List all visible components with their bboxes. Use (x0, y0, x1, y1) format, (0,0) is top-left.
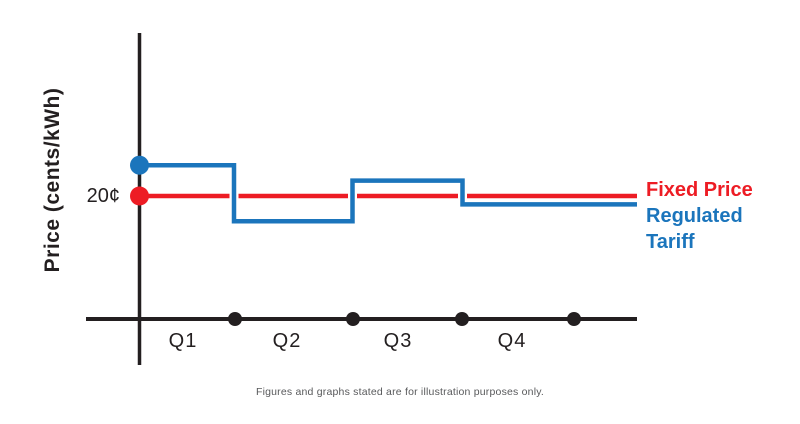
regulated-tariff-line-casing (139, 160, 637, 226)
x-axis-quarter-dot (567, 312, 581, 326)
y-axis-title: Price (cents/kWh) (41, 87, 64, 273)
regulated-tariff-start-dot (130, 155, 149, 175)
x-tick-label-q2: Q2 (272, 330, 302, 352)
x-tick-label-q3: Q3 (383, 330, 413, 352)
y-tick-label-20c: 20¢ (86, 185, 120, 207)
legend-label-regulated-tariff: Regulated Tariff (646, 205, 743, 253)
legend-label-fixed-price: Fixed Price (646, 179, 753, 201)
x-axis-quarter-dot (346, 312, 360, 326)
fixed-price-start-dot (130, 186, 149, 206)
x-tick-label-q4: Q4 (497, 330, 527, 352)
x-tick-label-q1: Q1 (168, 330, 198, 352)
footnote: Figures and graphs stated are for illust… (255, 386, 545, 398)
regulated-tariff-line (139, 162, 637, 224)
x-axis-quarter-dot (228, 312, 242, 326)
legend: Fixed Price Regulated Tariff (646, 177, 786, 255)
x-axis-quarter-dot (455, 312, 469, 326)
